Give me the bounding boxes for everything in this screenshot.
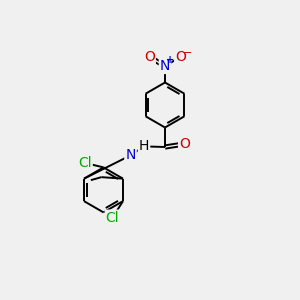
Text: O: O [144, 50, 155, 64]
Text: O: O [175, 50, 186, 64]
Text: N: N [160, 59, 170, 73]
Text: H: H [139, 140, 149, 153]
Text: N: N [125, 148, 136, 162]
Text: O: O [179, 137, 190, 151]
Text: −: − [182, 48, 192, 58]
Text: Cl: Cl [78, 156, 92, 170]
Text: Cl: Cl [106, 211, 119, 225]
Text: +: + [166, 55, 174, 65]
